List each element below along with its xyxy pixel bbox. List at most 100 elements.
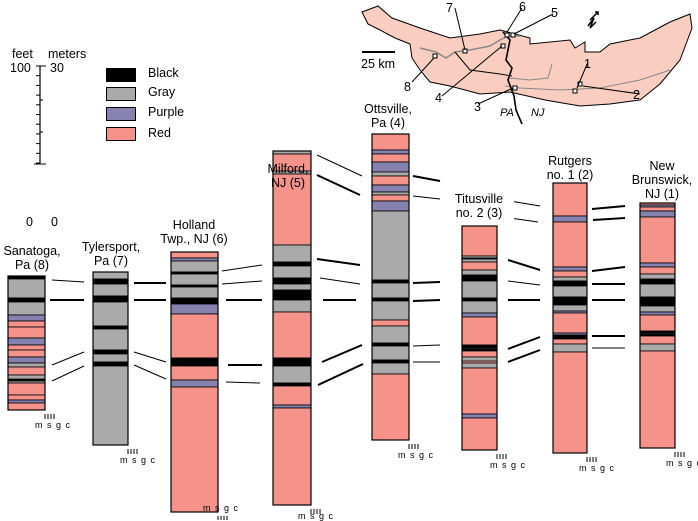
layer-holland	[170, 313, 219, 359]
legend-label-gray: Gray	[148, 85, 176, 99]
layer-ottsville	[371, 149, 410, 155]
correlation-line	[507, 280, 541, 286]
layer-holland	[170, 379, 219, 388]
scale-meters-value: 30	[50, 61, 64, 75]
map-region	[361, 5, 693, 107]
map-site-6: 6	[519, 0, 526, 14]
layer-holland	[170, 297, 219, 305]
layer-rutgers	[552, 351, 588, 454]
layer-sanatoga	[7, 402, 46, 411]
layer-sanatoga	[7, 320, 46, 328]
legend-swatch-purple	[106, 107, 136, 121]
map-state-line	[502, 31, 523, 125]
layer-milford	[272, 382, 312, 387]
layer-titusville	[461, 360, 498, 364]
layer-ottsville	[371, 194, 410, 202]
layer-rutgers	[552, 280, 588, 287]
legend-swatch-gray	[106, 87, 136, 101]
layer-tylersport	[92, 328, 129, 351]
correlation-line	[509, 217, 539, 223]
correlation-line	[51, 351, 85, 366]
correlation-line	[507, 259, 541, 271]
layer-tylersport	[92, 283, 129, 297]
map-leader-line	[582, 85, 641, 95]
layer-sanatoga	[7, 337, 46, 346]
column-ottsville	[371, 133, 410, 441]
layer-new-brunswick	[639, 266, 676, 275]
layer-tylersport	[92, 278, 129, 285]
layer-sanatoga	[7, 301, 46, 316]
map-site-8: 8	[404, 80, 411, 94]
column-label-tylersport: Tylersport, Pa (7)	[81, 240, 141, 268]
layer-titusville	[461, 257, 498, 260]
layer-new-brunswick	[639, 335, 676, 345]
legend-swatch-red	[106, 127, 136, 141]
layer-ottsville	[371, 319, 410, 327]
map-leader-line	[477, 87, 514, 105]
column-titusville	[461, 225, 498, 451]
layer-sanatoga	[7, 297, 46, 303]
layer-titusville	[461, 312, 498, 318]
layer-ottsville	[371, 300, 410, 321]
grain-label-milford: m s g c	[298, 511, 335, 521]
layer-rutgers	[552, 296, 588, 306]
layer-milford	[272, 385, 312, 406]
layer-titusville	[461, 413, 498, 419]
layer-ottsville	[371, 200, 410, 212]
map-leader-line	[513, 13, 554, 35]
map-leader-line	[506, 7, 523, 33]
map-site-marker	[500, 43, 506, 49]
scale-feet-value: 100	[10, 61, 31, 75]
layer-sanatoga	[7, 366, 46, 376]
layer-new-brunswick	[639, 343, 676, 352]
grain-label-ottsville: m s g c	[398, 450, 435, 460]
zero-label-left: 0	[26, 215, 33, 229]
map-leader-line	[441, 45, 503, 97]
legend-label-purple: Purple	[148, 105, 185, 119]
layer-ottsville	[371, 345, 410, 361]
column-label-rutgers: Rutgers no. 1 (2)	[546, 154, 594, 182]
grain-label-tylersport: m s g c	[120, 455, 157, 465]
layer-ottsville	[371, 133, 410, 151]
layer-titusville	[461, 417, 498, 451]
column-holland	[170, 251, 219, 513]
map-border	[454, 51, 513, 77]
layer-milford	[272, 407, 312, 506]
column-label-milford: Milford, NJ (5)	[267, 162, 309, 190]
map-label-nj: NJ	[531, 107, 545, 119]
scale-feet-label: feet	[12, 47, 33, 61]
correlation-line	[509, 200, 541, 207]
layer-rutgers	[552, 338, 588, 345]
column-rutgers	[552, 182, 588, 454]
layer-sanatoga	[7, 326, 46, 339]
layer-rutgers	[552, 266, 588, 272]
correlation-line	[225, 381, 261, 384]
layer-titusville	[461, 297, 498, 302]
layer-tylersport	[92, 271, 129, 280]
layer-rutgers	[552, 343, 588, 353]
layer-holland	[170, 365, 219, 381]
layer-titusville	[461, 225, 498, 257]
layer-rutgers	[552, 304, 588, 312]
layer-rutgers	[552, 221, 588, 268]
layer-new-brunswick	[639, 210, 676, 218]
layer-ottsville	[371, 373, 410, 441]
column-new-brunswick	[639, 202, 676, 449]
layer-new-brunswick	[639, 305, 676, 313]
map-leader-line	[411, 57, 435, 83]
map-scale-label: 25 km	[361, 57, 396, 71]
layer-milford	[272, 299, 312, 313]
layer-rutgers	[552, 285, 588, 298]
layer-milford	[272, 289, 312, 301]
correlation-line	[412, 299, 441, 302]
layer-holland	[170, 386, 219, 513]
layer-titusville	[461, 367, 498, 415]
layer-holland	[170, 257, 219, 262]
layer-ottsville	[371, 325, 410, 344]
map-site-marker	[512, 85, 518, 91]
layer-titusville	[461, 280, 498, 299]
layer-sanatoga	[7, 344, 46, 351]
layer-titusville	[461, 261, 498, 271]
layer-milford	[272, 404, 312, 409]
layer-sanatoga	[7, 349, 46, 358]
